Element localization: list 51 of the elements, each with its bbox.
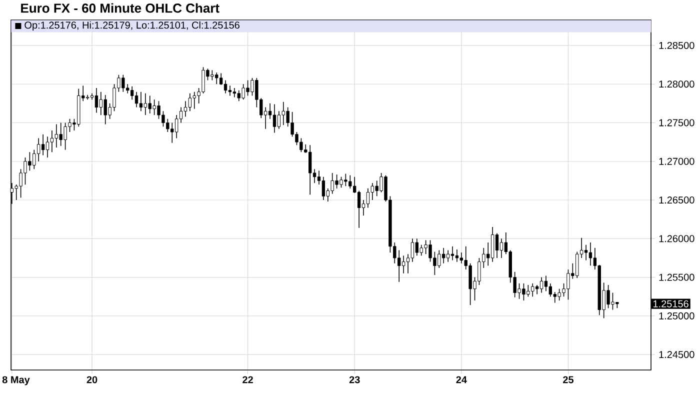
candlestick xyxy=(188,92,192,112)
y-tick-label: 1.27000 xyxy=(659,158,694,165)
candlestick xyxy=(184,100,188,117)
x-tick-label: 23 xyxy=(349,376,360,384)
y-tick-label: 1.25000 xyxy=(659,312,694,320)
y-tick-label: 1.25500 xyxy=(659,274,694,281)
candlestick xyxy=(588,242,592,266)
candlestick xyxy=(134,91,138,108)
candlestick xyxy=(130,86,134,100)
candlestick xyxy=(232,88,236,98)
x-tick-label: 20 xyxy=(86,376,98,384)
candlestick xyxy=(540,276,544,294)
candlestick xyxy=(174,114,178,139)
candlestick xyxy=(228,85,232,96)
candlestick xyxy=(357,190,361,228)
y-tick-label: 1.26000 xyxy=(659,235,694,242)
candlestick xyxy=(402,255,406,274)
candlestick xyxy=(410,238,414,262)
candlestick xyxy=(94,88,98,114)
candlestick xyxy=(277,110,281,130)
candlestick xyxy=(139,91,143,112)
candlestick xyxy=(500,238,504,258)
candlestick xyxy=(584,244,588,261)
candlestick xyxy=(366,188,370,208)
candlestick xyxy=(322,176,326,200)
candlestick xyxy=(272,104,276,134)
x-tick-label: 25 xyxy=(563,376,574,384)
candlestick xyxy=(50,130,54,153)
x-tick-label: 24 xyxy=(456,376,467,384)
y-tick-label: 1.28500 xyxy=(659,42,694,50)
candlestick xyxy=(490,226,494,262)
candlestick xyxy=(544,275,548,292)
candlestick xyxy=(495,232,499,258)
text: 1.25156 xyxy=(653,300,688,308)
y-tick-label: 1.24500 xyxy=(659,350,694,358)
x-tick-label: 8 May xyxy=(2,376,30,386)
y-tick-label: 1.27500 xyxy=(659,119,694,126)
candlestick xyxy=(455,249,459,262)
y-tick-label: 1.26500 xyxy=(659,196,694,204)
candlestick xyxy=(144,92,148,116)
candlestick xyxy=(446,250,450,262)
candlestick xyxy=(535,284,539,295)
y-tick-label: 1.28000 xyxy=(659,80,694,88)
candlestick xyxy=(548,283,552,297)
annotation: Op:1.25176, Hi:1.25179, Lo:1.25101, Cl:1.25156 xyxy=(24,21,240,31)
candlestick xyxy=(224,80,228,94)
candlestick xyxy=(46,136,50,158)
chart-title: Euro FX - 60 Minute OHLC Chart xyxy=(21,3,220,13)
x-tick-label: 22 xyxy=(242,376,253,384)
candlestick xyxy=(41,134,45,156)
candlestick xyxy=(450,246,454,261)
